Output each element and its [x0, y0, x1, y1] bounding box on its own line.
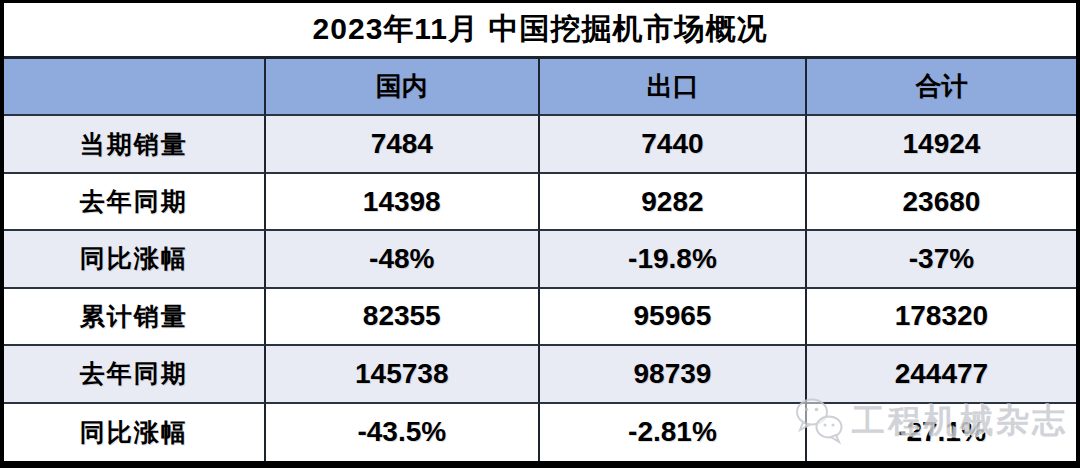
value-cell: 244477	[807, 346, 1076, 403]
market-overview-table: 2023年11月 中国挖掘机市场概况 国内 出口 合计 当期销量 7484 74…	[0, 0, 1080, 468]
value-cell: 7440	[540, 116, 807, 173]
value-cell: 82355	[266, 289, 540, 346]
row-label: 去年同期	[4, 346, 266, 403]
value-cell: 95965	[540, 289, 807, 346]
value-cell: 9282	[540, 174, 807, 231]
value-cell: 178320	[807, 289, 1076, 346]
row-label: 累计销量	[4, 289, 266, 346]
column-header-export: 出口	[540, 59, 807, 116]
value-cell: 14398	[266, 174, 540, 231]
value-cell: 7484	[266, 116, 540, 173]
data-grid: 国内 出口 合计 当期销量 7484 7440 14924 去年同期 14398…	[4, 59, 1076, 461]
value-cell: -37%	[807, 231, 1076, 288]
value-cell: 23680	[807, 174, 1076, 231]
value-cell: 145738	[266, 346, 540, 403]
value-cell: -48%	[266, 231, 540, 288]
value-cell: -2.81%	[540, 404, 807, 461]
column-header-empty	[4, 59, 266, 116]
value-cell: 98739	[540, 346, 807, 403]
row-label: 当期销量	[4, 116, 266, 173]
column-header-total: 合计	[807, 59, 1076, 116]
column-header-domestic: 国内	[266, 59, 540, 116]
row-label: 去年同期	[4, 174, 266, 231]
value-cell: -43.5%	[266, 404, 540, 461]
value-cell: -27.1%	[807, 404, 1076, 461]
value-cell: 14924	[807, 116, 1076, 173]
title-band: 2023年11月 中国挖掘机市场概况	[4, 3, 1076, 59]
page-title: 2023年11月 中国挖掘机市场概况	[313, 9, 768, 50]
row-label: 同比涨幅	[4, 231, 266, 288]
row-label: 同比涨幅	[4, 404, 266, 461]
value-cell: -19.8%	[540, 231, 807, 288]
